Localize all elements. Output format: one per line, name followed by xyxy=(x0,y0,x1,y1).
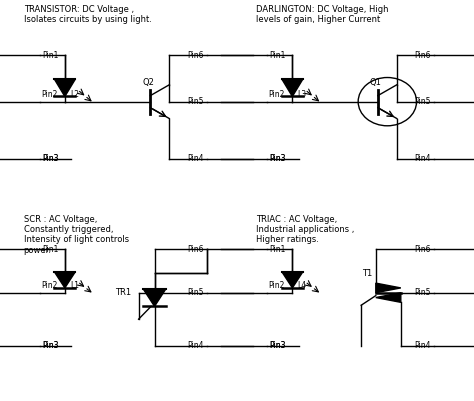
Text: Pin6: Pin6 xyxy=(415,51,431,60)
Text: Pin6: Pin6 xyxy=(415,245,431,254)
Text: Pin2: Pin2 xyxy=(41,90,57,99)
Text: L4: L4 xyxy=(298,282,307,290)
Text: Pin4: Pin4 xyxy=(187,154,203,163)
Text: Pin3: Pin3 xyxy=(269,154,286,163)
Text: Pin1: Pin1 xyxy=(42,245,58,254)
Text: Pin3: Pin3 xyxy=(42,341,58,350)
Text: TRANSISTOR: DC Voltage ,: TRANSISTOR: DC Voltage , xyxy=(24,5,134,14)
Text: Pin1: Pin1 xyxy=(42,51,58,60)
Polygon shape xyxy=(143,289,166,306)
Text: Industrial applications ,: Industrial applications , xyxy=(256,225,355,234)
Text: Pin5: Pin5 xyxy=(187,97,203,106)
Text: Q2: Q2 xyxy=(142,78,154,87)
Text: SCR : AC Voltage,: SCR : AC Voltage, xyxy=(24,215,97,223)
Text: Pin6: Pin6 xyxy=(187,245,203,254)
Text: Pin2: Pin2 xyxy=(269,282,285,290)
Text: L2: L2 xyxy=(70,90,79,99)
Text: Pin6: Pin6 xyxy=(187,51,203,60)
Text: Pin1: Pin1 xyxy=(269,245,286,254)
Text: L3: L3 xyxy=(298,90,307,99)
Text: T1: T1 xyxy=(362,269,373,278)
Text: Pin2: Pin2 xyxy=(269,90,285,99)
Text: Pin4: Pin4 xyxy=(187,341,203,350)
Text: Pin4: Pin4 xyxy=(415,154,431,163)
Text: Pin1: Pin1 xyxy=(269,51,286,60)
Text: Pin3: Pin3 xyxy=(42,154,58,163)
Text: TR1: TR1 xyxy=(115,288,131,297)
Text: Pin3: Pin3 xyxy=(42,341,58,350)
Text: Pin2: Pin2 xyxy=(41,282,57,290)
Polygon shape xyxy=(376,293,401,302)
Polygon shape xyxy=(55,272,75,288)
Polygon shape xyxy=(282,272,303,288)
Text: Isolates circuits by using light.: Isolates circuits by using light. xyxy=(24,15,152,24)
Text: Pin3: Pin3 xyxy=(42,154,58,163)
Text: Constantly triggered,: Constantly triggered, xyxy=(24,225,113,234)
Text: Pin4: Pin4 xyxy=(415,341,431,350)
Text: Pin5: Pin5 xyxy=(415,97,431,106)
Text: TRIAC : AC Voltage,: TRIAC : AC Voltage, xyxy=(256,215,337,223)
Text: Pin3: Pin3 xyxy=(269,341,286,350)
Text: Q1: Q1 xyxy=(370,78,382,87)
Polygon shape xyxy=(55,79,75,97)
Text: power.: power. xyxy=(24,246,52,255)
Polygon shape xyxy=(282,79,303,97)
Text: Pin5: Pin5 xyxy=(415,288,431,297)
Text: L1: L1 xyxy=(70,282,79,290)
Text: Intensity of light controls: Intensity of light controls xyxy=(24,235,129,244)
Text: Pin3: Pin3 xyxy=(269,341,286,350)
Polygon shape xyxy=(376,283,401,293)
Text: levels of gain, Higher Current: levels of gain, Higher Current xyxy=(256,15,380,24)
Text: Pin3: Pin3 xyxy=(269,154,286,163)
Text: Pin5: Pin5 xyxy=(187,288,203,297)
Text: DARLINGTON: DC Voltage, High: DARLINGTON: DC Voltage, High xyxy=(256,5,389,14)
Text: Higher ratings.: Higher ratings. xyxy=(256,235,319,244)
